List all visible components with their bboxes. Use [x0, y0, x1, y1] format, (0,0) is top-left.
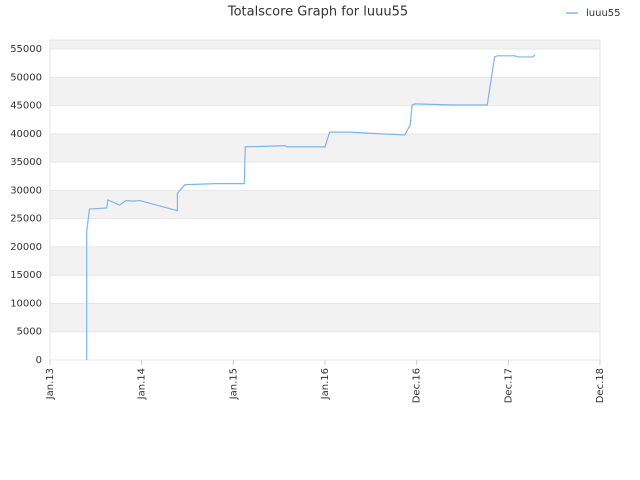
y-tick-label: 35000: [10, 157, 42, 168]
grid-band: [50, 133, 600, 163]
y-tick-label: 25000: [10, 214, 42, 225]
y-tick-label: 55000: [10, 44, 42, 55]
grid-band: [50, 303, 600, 332]
y-tick-label: 40000: [10, 129, 42, 140]
x-tick-label: Jan.16: [320, 368, 331, 400]
y-tick-label: 30000: [10, 185, 42, 196]
grid-band: [50, 40, 600, 50]
grid-band: [50, 190, 600, 219]
y-tick-label: 50000: [10, 72, 42, 83]
chart-title: Totalscore Graph for luuu55: [227, 5, 408, 20]
x-tick-label: Dec.16: [412, 368, 423, 403]
x-tick-label: Dec.17: [503, 368, 514, 403]
x-tick-label: Jan.14: [137, 368, 148, 400]
y-tick-label: 15000: [10, 270, 42, 281]
x-tick-label: Jan.15: [228, 368, 239, 400]
y-tick-label: 10000: [10, 298, 42, 309]
y-tick-label: 5000: [17, 327, 42, 338]
y-tick-label: 20000: [10, 242, 42, 253]
grid-band: [50, 77, 600, 106]
grid-band: [50, 246, 600, 276]
y-tick-label: 0: [36, 355, 42, 366]
y-tick-label: 45000: [10, 101, 42, 112]
line-series: [86, 54, 536, 360]
x-tick-label: Jan.13: [45, 368, 56, 400]
x-tick-label: Dec.18: [595, 368, 606, 403]
legend-label: luuu55: [586, 8, 621, 19]
